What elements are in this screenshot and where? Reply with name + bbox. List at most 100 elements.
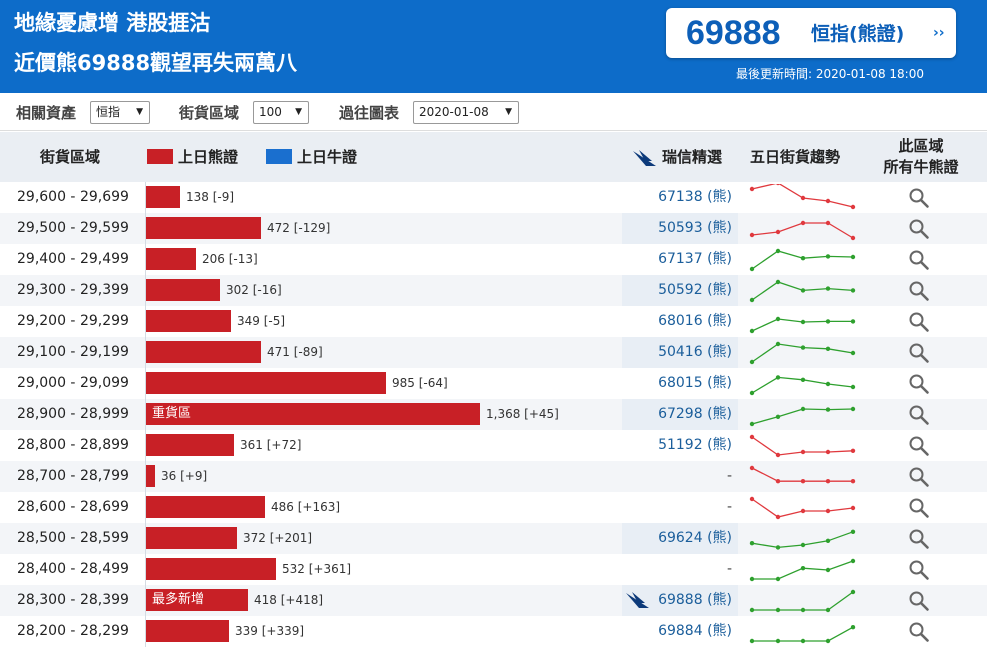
- trend-point: [749, 359, 755, 365]
- bear-outstanding-bar[interactable]: [146, 496, 265, 518]
- column-divider: [145, 492, 146, 523]
- column-divider: [145, 244, 146, 275]
- trend-point: [850, 625, 856, 630]
- magnifier-handle: [919, 415, 929, 425]
- bear-outstanding-bar[interactable]: [146, 465, 155, 487]
- headline-line-1: 地緣憂慮增 港股捱沽: [14, 11, 211, 35]
- magnifier-lens: [909, 529, 924, 544]
- magnifier-icon[interactable]: [908, 528, 930, 550]
- table-row: 28,500 - 28,599 372 [+201] 69624 (熊): [0, 523, 987, 554]
- trend-line: [751, 498, 854, 518]
- asset-select[interactable]: 恒指 ▼: [90, 101, 150, 124]
- ubs-pick-link[interactable]: 51192 (熊): [658, 437, 732, 453]
- chart-date-select[interactable]: 2020-01-08 ▼: [413, 101, 519, 124]
- bar-value-label: 372 [+201]: [243, 531, 313, 545]
- bear-outstanding-bar[interactable]: [146, 527, 237, 549]
- trend-line: [752, 591, 854, 611]
- trend-point: [749, 328, 755, 334]
- ubs-pick-link[interactable]: 69624 (熊): [658, 530, 732, 546]
- ubs-pick-link[interactable]: 67298 (熊): [658, 406, 732, 422]
- magnifier-icon[interactable]: [908, 280, 930, 302]
- ubs-pick-link[interactable]: 67137 (熊): [658, 251, 732, 267]
- ubs-pick-cell: 50592 (熊): [622, 275, 738, 306]
- magnifier-icon[interactable]: [908, 218, 930, 240]
- trend-point: [850, 448, 856, 453]
- bear-outstanding-bar[interactable]: [146, 434, 234, 456]
- zone-select[interactable]: 100 ▼: [253, 101, 309, 124]
- magnifier-handle: [919, 322, 929, 332]
- table-row: 28,700 - 28,799 36 [+9] -: [0, 461, 987, 492]
- magnifier-icon[interactable]: [908, 466, 930, 488]
- trend-point: [775, 607, 781, 613]
- magnifier-handle: [919, 446, 929, 456]
- bear-outstanding-bar[interactable]: [146, 217, 261, 239]
- trend-point: [800, 345, 806, 350]
- bear-outstanding-bar[interactable]: [146, 372, 386, 394]
- magnifier-icon[interactable]: [908, 342, 930, 364]
- ubs-pick-cell: 68016 (熊): [622, 306, 738, 337]
- magnifier-icon[interactable]: [908, 404, 930, 426]
- bear-outstanding-bar[interactable]: [146, 279, 220, 301]
- magnifier-icon[interactable]: [908, 435, 930, 457]
- bar-value-label: 472 [-129]: [267, 221, 331, 235]
- trend-point: [800, 607, 806, 613]
- bear-outstanding-bar[interactable]: [146, 341, 261, 363]
- trend-point: [800, 479, 806, 484]
- magnifier-icon[interactable]: [908, 497, 930, 519]
- magnifier-icon[interactable]: [908, 559, 930, 581]
- magnifier-icon[interactable]: [908, 621, 930, 643]
- column-divider: [145, 182, 146, 213]
- ubs-pick-column-header: 瑞信精選: [662, 148, 723, 166]
- trend-point: [749, 496, 755, 502]
- magnifier-handle: [919, 508, 929, 518]
- ubs-pick-link[interactable]: 68016 (熊): [658, 313, 732, 329]
- bear-outstanding-bar[interactable]: [146, 186, 180, 208]
- strike-range-label: 29,300 - 29,399: [17, 282, 129, 298]
- bar-value-label: 471 [-89]: [267, 345, 323, 359]
- ubs-pick-link[interactable]: 50592 (熊): [658, 282, 732, 298]
- trend-point: [825, 220, 831, 226]
- table-row: 29,400 - 29,499 206 [-13] 67137 (熊): [0, 244, 987, 275]
- column-divider: [145, 368, 146, 399]
- ubs-pick-link[interactable]: 50593 (熊): [658, 220, 732, 236]
- magnifier-icon[interactable]: [908, 187, 930, 209]
- magnifier-lens: [909, 343, 924, 358]
- bear-outstanding-bar[interactable]: [146, 248, 196, 270]
- bear-outstanding-bar[interactable]: 重貨區: [146, 403, 480, 425]
- dropdown-arrow-icon: ▼: [505, 107, 512, 117]
- bar-value-label: 486 [+163]: [271, 500, 341, 514]
- asset-label: 相關資產: [16, 104, 77, 122]
- ubs-pick-link[interactable]: 69888 (熊): [658, 592, 732, 608]
- magnifier-icon[interactable]: [908, 249, 930, 271]
- trend-point: [800, 319, 806, 325]
- magnifier-handle: [919, 353, 929, 363]
- ubs-pick-link[interactable]: 68015 (熊): [658, 375, 732, 391]
- ubs-pick-link[interactable]: 67138 (熊): [658, 189, 732, 205]
- trend-point: [825, 286, 831, 291]
- magnifier-lens: [909, 219, 924, 234]
- bear-outstanding-bar[interactable]: [146, 310, 231, 332]
- strike-range-label: 28,300 - 28,399: [17, 592, 129, 608]
- trend-sparkline: [749, 434, 856, 458]
- bear-outstanding-bar[interactable]: 最多新增: [146, 589, 248, 611]
- magnifier-lens: [909, 312, 924, 327]
- magnifier-icon[interactable]: [908, 590, 930, 612]
- trend-point: [775, 279, 781, 285]
- trend-point: [749, 638, 755, 644]
- column-divider: [145, 554, 146, 585]
- magnifier-handle: [919, 260, 929, 270]
- bear-outstanding-bar[interactable]: [146, 620, 229, 642]
- trend-point: [800, 377, 806, 382]
- bear-outstanding-bar[interactable]: [146, 558, 276, 580]
- trend-point: [775, 514, 781, 520]
- ubs-pick-link[interactable]: 50416 (熊): [658, 344, 732, 360]
- ubs-pick-link[interactable]: 69884 (熊): [658, 623, 732, 639]
- magnifier-icon[interactable]: [908, 311, 930, 333]
- trend-point: [850, 288, 856, 293]
- trend-point: [825, 319, 831, 324]
- strike-range-label: 28,400 - 28,499: [17, 561, 129, 577]
- trend-point: [850, 505, 856, 511]
- featured-warrant-box[interactable]: 69888 恒指(熊證) ››: [666, 8, 956, 58]
- magnifier-icon[interactable]: [908, 373, 930, 395]
- table-row: 29,300 - 29,399 302 [-16] 50592 (熊): [0, 275, 987, 306]
